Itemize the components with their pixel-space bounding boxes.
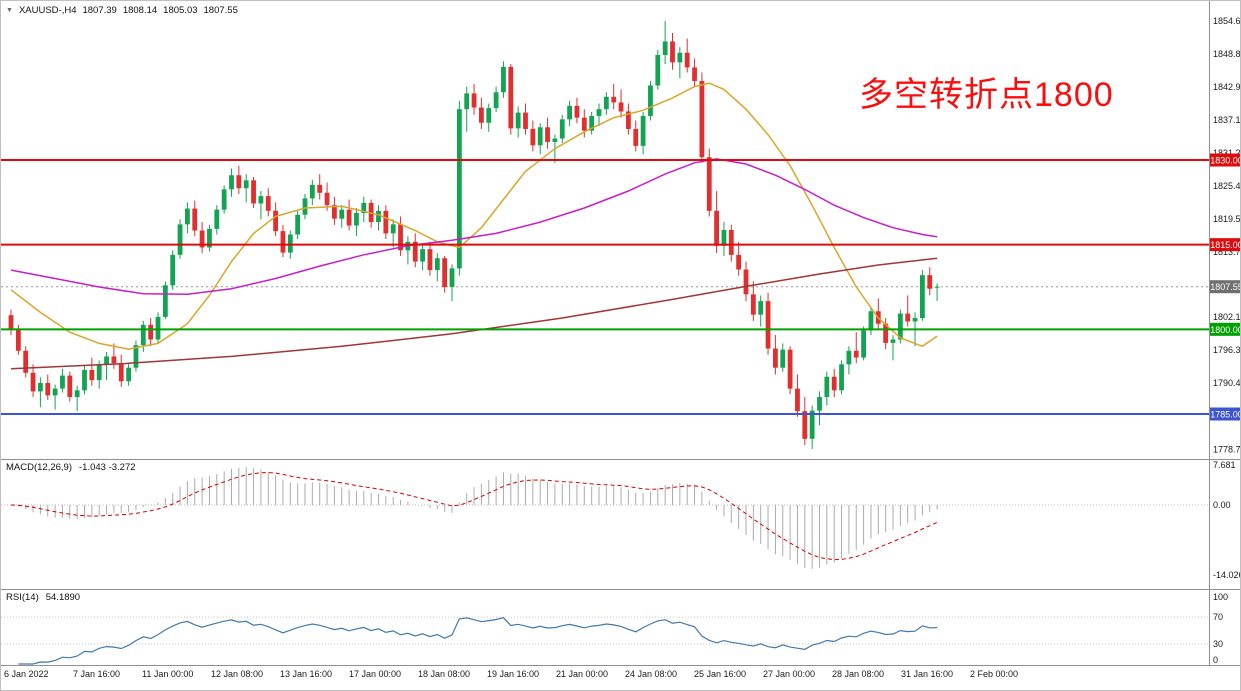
macd-values: -1.043 -3.272 — [79, 462, 136, 473]
time-label: 24 Jan 08:00 — [625, 669, 677, 679]
time-label: 2 Feb 00:00 — [970, 669, 1018, 679]
macd-indicator-label: MACD(12,26,9) -1.043 -3.272 — [6, 462, 136, 473]
chart-header: ▼ XAUUSD-,H4 1807.39 1808.14 1805.03 180… — [6, 5, 238, 16]
svg-text:1854.65: 1854.65 — [1213, 16, 1241, 26]
svg-text:1778.75: 1778.75 — [1213, 444, 1241, 454]
price-badge-1830.00 — [1210, 153, 1240, 167]
time-label: 28 Jan 08:00 — [832, 669, 884, 679]
price-badge-1785.00 — [1210, 407, 1240, 421]
price-axis[interactable]: 1854.65 1848.80 1842.95 1837.10 1831.25 1825.… — [1209, 1, 1241, 665]
svg-text:1837.10: 1837.10 — [1213, 115, 1241, 125]
time-label: 18 Jan 08:00 — [418, 669, 470, 679]
svg-text:1825.40: 1825.40 — [1213, 181, 1241, 191]
svg-text:1830.00: 1830.00 — [1210, 156, 1241, 166]
rsi-line — [18, 617, 938, 665]
macd-signal-line — [10, 472, 938, 561]
chevron-down-icon[interactable]: ▼ — [6, 7, 13, 14]
svg-text:1831.25: 1831.25 — [1213, 148, 1241, 158]
medium-ma-line — [10, 158, 938, 296]
svg-text:1802.15: 1802.15 — [1213, 312, 1241, 322]
svg-text:1842.95: 1842.95 — [1213, 82, 1241, 92]
svg-text:100: 100 — [1213, 592, 1228, 602]
svg-text:1848.80: 1848.80 — [1213, 49, 1241, 59]
price-badge-1800.00 — [1210, 322, 1240, 336]
symbol-timeframe-label: XAUUSD-,H4 — [18, 5, 77, 16]
price-badge-1807.55 — [1210, 280, 1240, 294]
horizontal-level-lines[interactable] — [1, 159, 1209, 415]
time-axis[interactable]: 6 Jan 2022 7 Jan 16:00 11 Jan 00:00 12 Jan … — [4, 669, 1018, 679]
svg-text:7.681: 7.681 — [1213, 460, 1236, 470]
svg-text:-14.026: -14.026 — [1213, 570, 1241, 580]
macd-panel[interactable] — [1, 467, 1209, 569]
svg-text:70: 70 — [1213, 612, 1223, 622]
svg-text:1815.00: 1815.00 — [1210, 240, 1241, 250]
ohlc-low: 1805.03 — [163, 5, 198, 16]
ohlc-high: 1808.14 — [122, 5, 158, 16]
time-label: 19 Jan 16:00 — [487, 669, 539, 679]
svg-text:1813.70: 1813.70 — [1213, 247, 1241, 257]
time-label: 21 Jan 00:00 — [556, 669, 608, 679]
ohlc-close: 1807.55 — [203, 5, 238, 16]
time-label: 25 Jan 16:00 — [694, 669, 746, 679]
svg-text:1807.55: 1807.55 — [1210, 282, 1241, 292]
svg-text:1790.45: 1790.45 — [1213, 378, 1241, 388]
ohlc-open: 1807.39 — [82, 5, 117, 16]
time-label: 31 Jan 16:00 — [901, 669, 953, 679]
svg-text:0.00: 0.00 — [1213, 500, 1231, 510]
slow-ma-line — [10, 257, 938, 370]
rsi-name: RSI(14) — [6, 592, 39, 603]
time-label: 13 Jan 16:00 — [280, 669, 332, 679]
candlestick-series — [8, 20, 940, 449]
time-label: 27 Jan 00:00 — [763, 669, 815, 679]
svg-text:1785.00: 1785.00 — [1210, 409, 1241, 419]
time-label: 12 Jan 08:00 — [211, 669, 263, 679]
svg-text:0: 0 — [1213, 655, 1218, 665]
time-label: 11 Jan 00:00 — [142, 669, 193, 679]
main-price-panel[interactable] — [1, 20, 1209, 449]
rsi-value: 54.1890 — [45, 592, 81, 603]
svg-text:1796.30: 1796.30 — [1213, 345, 1241, 355]
svg-text:30: 30 — [1213, 639, 1223, 649]
rsi-indicator-label: RSI(14) 54.1890 — [6, 592, 80, 603]
svg-text:1819.55: 1819.55 — [1213, 214, 1241, 224]
rsi-panel[interactable] — [1, 616, 1209, 665]
fast-ma-line — [10, 82, 938, 350]
macd-name: MACD(12,26,9) — [6, 462, 72, 473]
svg-text:1800.00: 1800.00 — [1210, 325, 1241, 335]
time-label: 7 Jan 16:00 — [73, 669, 120, 679]
annotation-text: 多空转折点1800 — [859, 76, 1114, 114]
price-badge-1815.00 — [1210, 238, 1240, 252]
time-label: 6 Jan 2022 — [4, 669, 49, 679]
time-label: 17 Jan 00:00 — [349, 669, 401, 679]
